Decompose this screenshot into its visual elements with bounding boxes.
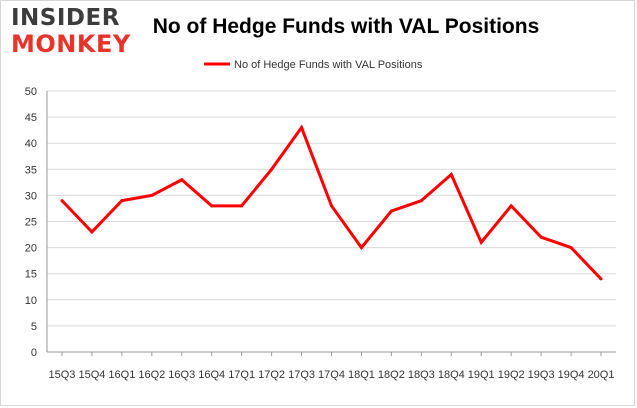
y-tick-label-0: 0 — [31, 347, 37, 359]
data-point-15Q4 — [90, 230, 94, 234]
x-tick-label-17Q3: 17Q3 — [288, 369, 315, 381]
data-point-18Q4 — [449, 173, 453, 177]
data-point-16Q1 — [120, 199, 124, 203]
legend: No of Hedge Funds with VAL Positions — [204, 59, 423, 71]
data-point-19Q1 — [479, 240, 483, 244]
data-point-18Q1 — [359, 246, 363, 250]
x-tick-label-17Q2: 17Q2 — [258, 369, 285, 381]
x-tick-label-18Q2: 18Q2 — [378, 369, 405, 381]
x-tick-label-15Q4: 15Q4 — [78, 369, 105, 381]
y-tick-label-10: 10 — [25, 295, 37, 307]
x-tick-label-17Q4: 17Q4 — [318, 369, 345, 381]
y-tick-label-50: 50 — [25, 86, 37, 98]
data-point-18Q2 — [389, 209, 393, 213]
x-tick-label-16Q4: 16Q4 — [198, 369, 225, 381]
x-tick-label-17Q1: 17Q1 — [228, 369, 255, 381]
x-tick-label-16Q3: 16Q3 — [168, 369, 195, 381]
logo-line-1: INSIDER — [11, 5, 120, 31]
y-tick-label-35: 35 — [25, 164, 37, 176]
x-tick-label-16Q2: 16Q2 — [138, 369, 165, 381]
data-point-19Q4 — [569, 246, 573, 250]
chart-title: No of Hedge Funds with VAL Positions — [152, 15, 540, 38]
x-tick-label-18Q3: 18Q3 — [408, 369, 435, 381]
x-tick-label-19Q1: 19Q1 — [468, 369, 495, 381]
x-tick-label-20Q1: 20Q1 — [588, 369, 615, 381]
y-tick-label-45: 45 — [25, 112, 37, 124]
data-point-17Q1 — [240, 204, 244, 208]
data-point-19Q3 — [539, 235, 543, 239]
y-tick-label-40: 40 — [25, 138, 37, 150]
data-point-19Q2 — [509, 204, 513, 208]
series-line-0 — [60, 124, 603, 280]
x-tick-label-16Q1: 16Q1 — [108, 369, 135, 381]
data-point-17Q2 — [270, 167, 274, 171]
data-point-17Q3 — [300, 126, 304, 130]
data-point-15Q3 — [60, 199, 64, 203]
data-point-18Q3 — [419, 199, 423, 203]
data-point-16Q2 — [150, 193, 154, 197]
y-tick-label-25: 25 — [25, 217, 37, 229]
x-tick-label-19Q2: 19Q2 — [498, 369, 525, 381]
x-tick-label-15Q3: 15Q3 — [49, 369, 76, 381]
x-tick-label-18Q4: 18Q4 — [438, 369, 465, 381]
logo-line-2: MONKEY — [11, 30, 131, 58]
y-tick-label-5: 5 — [31, 321, 37, 333]
y-axis: 0 5 10 15 20 25 30 35 40 45 50 — [25, 86, 48, 359]
data-point-17Q4 — [330, 204, 333, 208]
x-tick-label-19Q4: 19Q4 — [558, 369, 585, 381]
legend-label: No of Hedge Funds with VAL Positions — [234, 59, 423, 71]
y-tick-label-20: 20 — [25, 243, 37, 255]
data-point-16Q4 — [210, 204, 214, 208]
y-tick-label-30: 30 — [25, 190, 37, 202]
series-layer — [60, 124, 603, 281]
y-tick-label-15: 15 — [25, 269, 37, 281]
insider-monkey-logo: INSIDER MONKEY — [11, 5, 130, 59]
data-point-20Q1 — [599, 277, 603, 281]
x-axis: 15Q3 15Q4 16Q1 16Q2 16Q3 16Q4 17Q1 17Q2 17Q3 17Q4… — [49, 352, 615, 381]
data-point-16Q3 — [180, 178, 184, 182]
x-tick-label-19Q3: 19Q3 — [528, 369, 555, 381]
x-tick-label-18Q1: 18Q1 — [348, 369, 375, 381]
gridlines — [47, 90, 616, 353]
